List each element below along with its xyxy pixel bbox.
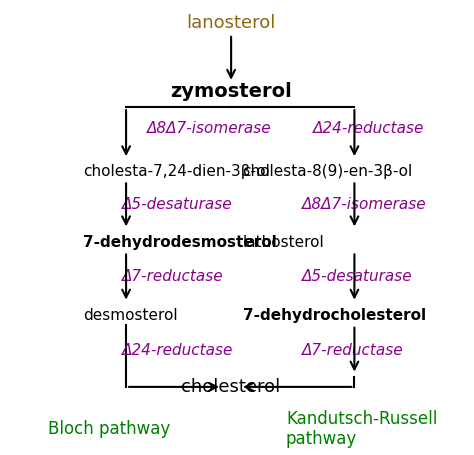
Text: Δ8Δ7-isomerase: Δ8Δ7-isomerase xyxy=(302,197,427,212)
Text: Δ5-desaturase: Δ5-desaturase xyxy=(121,197,232,212)
Text: Δ8Δ7-isomerase: Δ8Δ7-isomerase xyxy=(146,121,271,136)
Text: desmosterol: desmosterol xyxy=(82,308,177,324)
Text: Δ7-reductase: Δ7-reductase xyxy=(121,269,223,284)
Text: 7-dehydrocholesterol: 7-dehydrocholesterol xyxy=(243,308,426,324)
Text: lanosterol: lanosterol xyxy=(186,14,276,32)
Text: Δ7-reductase: Δ7-reductase xyxy=(302,343,403,358)
Text: cholesterol: cholesterol xyxy=(182,378,281,396)
Text: zymosterol: zymosterol xyxy=(170,82,292,101)
Text: cholesta-8(9)-en-3β-ol: cholesta-8(9)-en-3β-ol xyxy=(243,164,413,179)
Text: Δ24-reductase: Δ24-reductase xyxy=(121,343,233,358)
Text: cholesta-7,24-dien-3β-ol: cholesta-7,24-dien-3β-ol xyxy=(82,164,270,179)
Text: Bloch pathway: Bloch pathway xyxy=(48,420,171,438)
Text: lathosterol: lathosterol xyxy=(243,235,324,250)
Text: Kandutsch-Russell
pathway: Kandutsch-Russell pathway xyxy=(286,410,438,449)
Text: Δ5-desaturase: Δ5-desaturase xyxy=(302,269,412,284)
Text: Δ24-reductase: Δ24-reductase xyxy=(313,121,425,136)
Text: 7-dehydrodesmosterol: 7-dehydrodesmosterol xyxy=(82,235,276,250)
